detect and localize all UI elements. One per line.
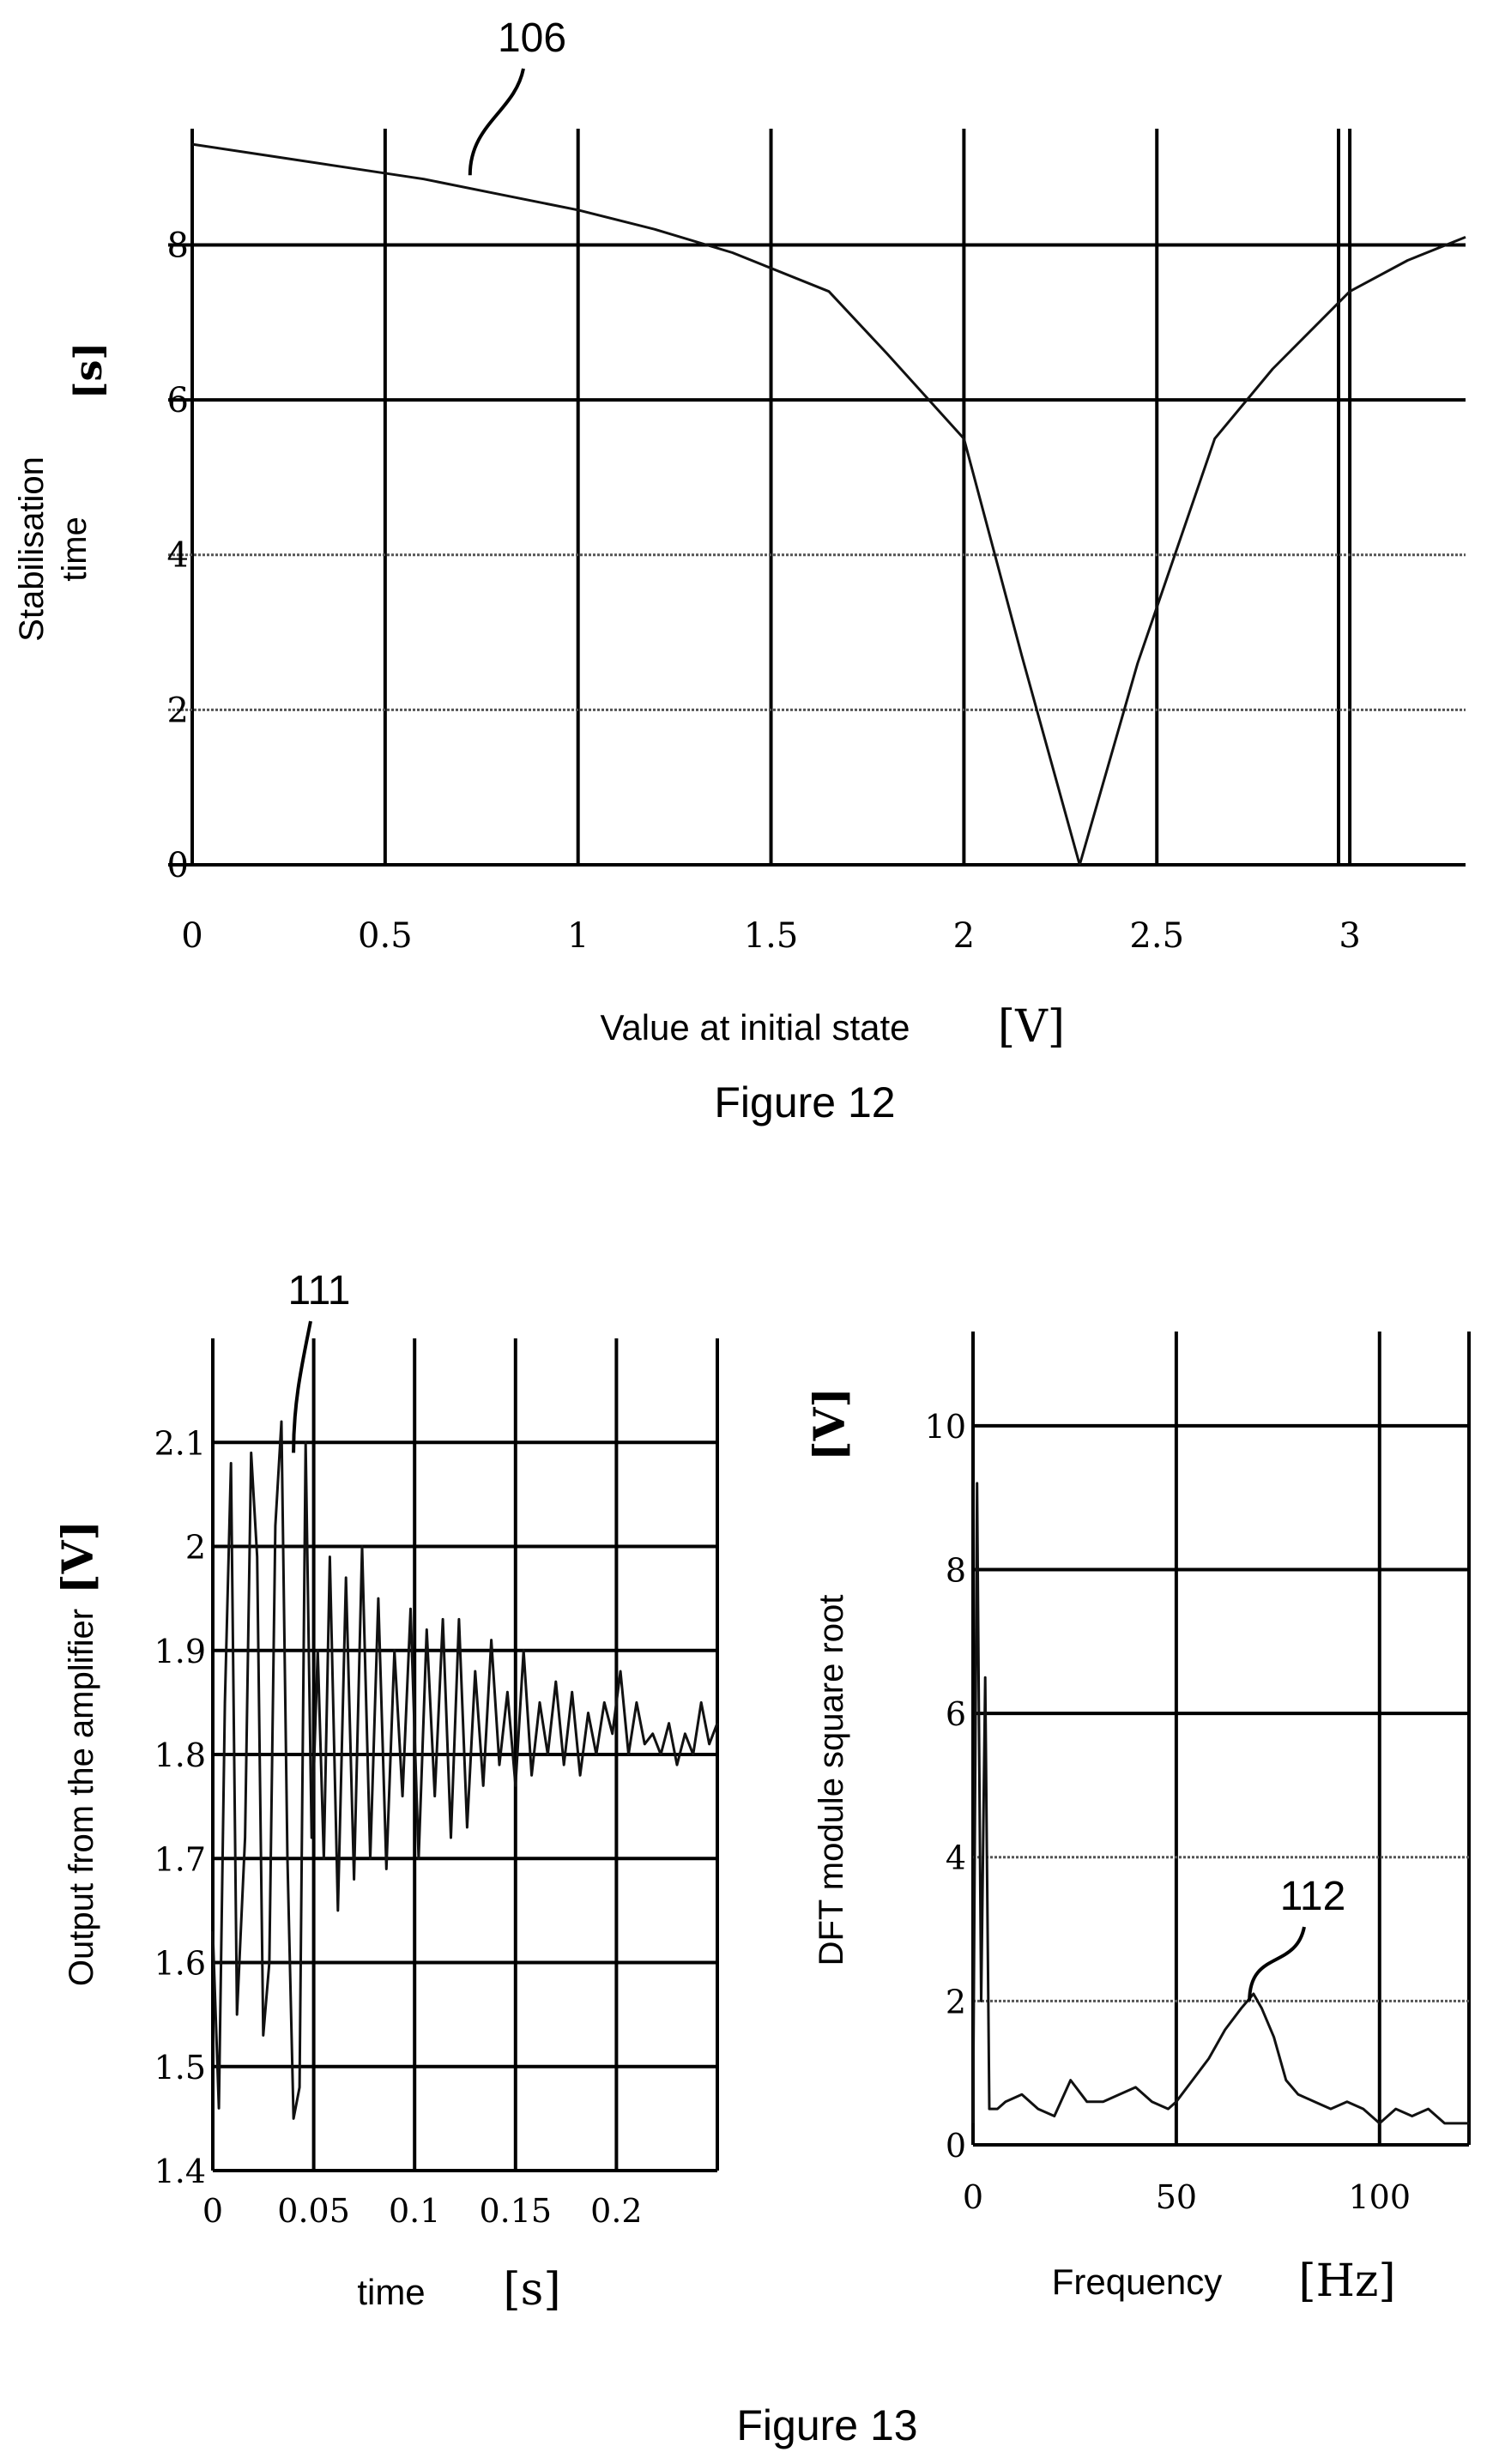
- y-tick-label: 0: [946, 2127, 966, 2165]
- y-axis-unit: [V]: [804, 1387, 855, 1461]
- x-axis-unit: [Hz]: [1298, 2256, 1395, 2307]
- grid: [971, 1332, 1471, 2147]
- x-tick-label: 0.1: [389, 2192, 440, 2230]
- annotation-leader: [292, 1320, 312, 1453]
- x-axis-label: Value at initial state: [600, 1007, 910, 1048]
- y-tick-label: 2.1: [154, 1424, 206, 1462]
- x-axis-unit: [s]: [503, 2264, 560, 2316]
- x-tick-label: 1.5: [744, 916, 799, 956]
- y-tick-label: 1.5: [154, 2049, 206, 2087]
- y-axis-unit: [V]: [52, 1520, 103, 1594]
- x-tick-label: 1: [567, 916, 589, 956]
- y-tick-label: 6: [167, 381, 189, 420]
- tick-labels: 0 50 100 0 2 4 6 8 10: [925, 1408, 1411, 2216]
- y-tick-label: 2: [167, 691, 189, 730]
- y-tick-label: 6: [946, 1695, 966, 1733]
- y-tick-label: 4: [167, 536, 189, 576]
- y-tick-label: 1.4: [154, 2153, 206, 2190]
- series-line: [211, 1420, 719, 2120]
- x-axis-label: Frequency: [1052, 2262, 1222, 2302]
- y-tick-label: 4: [946, 1839, 966, 1877]
- y-tick-label: 2: [185, 1529, 206, 1567]
- annotation-label: 106: [498, 15, 566, 61]
- chart-amplifier-output: 0 0.05 0.1 0.15 0.2 1.4 1.5 1.6 1.7 1.8 1.9 2 2.1 11…: [52, 1268, 719, 2316]
- y-tick-label: 1.7: [154, 1840, 206, 1878]
- annotation-label: 112: [1280, 1874, 1346, 1919]
- x-tick-label: 0.05: [277, 2192, 350, 2230]
- x-tick-label: 0: [181, 916, 202, 956]
- x-tick-label: 50: [1156, 2178, 1197, 2216]
- y-tick-label: 8: [946, 1551, 966, 1589]
- y-axis-label: Output from the amplifier: [63, 1609, 100, 1986]
- y-tick-label: 2: [946, 1983, 966, 2020]
- annotation-leader: [468, 68, 525, 176]
- figure-12-label: Figure 12: [714, 1078, 895, 1126]
- grid: [168, 129, 1466, 867]
- chart-stabilisation-time: 0 0.5 1 1.5 2 2.5 3 0 2 4 6 8 106 Stabilisation tim…: [13, 15, 1466, 1126]
- y-axis-label-line2: time: [56, 516, 94, 582]
- y-axis-label: DFT module square root: [813, 1595, 850, 1966]
- series: 106: [191, 15, 1466, 867]
- annotation-leader: [1248, 1926, 1306, 2002]
- x-tick-label: 3: [1339, 916, 1360, 956]
- x-tick-label: 100: [1349, 2178, 1411, 2216]
- chart-dft-spectrum: 0 50 100 0 2 4 6 8 10 112 DFT module square root…: [804, 1332, 1471, 2307]
- y-axis-unit: [s]: [67, 342, 111, 399]
- x-tick-label: 2.5: [1129, 916, 1184, 956]
- y-tick-label: 8: [167, 226, 189, 265]
- series-line: [191, 142, 1466, 867]
- y-tick-label: 1.8: [154, 1736, 206, 1774]
- tick-labels: 0 0.5 1 1.5 2 2.5 3 0 2 4 6 8: [167, 226, 1361, 956]
- series: 112: [971, 1482, 1469, 2125]
- y-tick-label: 1.9: [154, 1633, 206, 1670]
- y-tick-label: 1.6: [154, 1945, 206, 1983]
- x-tick-label: 0: [202, 2192, 223, 2230]
- figure-13-label: Figure 13: [736, 2401, 917, 2449]
- x-axis-label: time: [357, 2272, 425, 2312]
- x-tick-label: 0.2: [590, 2192, 642, 2230]
- annotation-label: 111: [288, 1268, 351, 1314]
- x-tick-label: 0.5: [358, 916, 413, 956]
- grid: [211, 1338, 719, 2172]
- x-axis-unit: [V]: [998, 1001, 1065, 1053]
- series-line: [971, 1482, 1469, 2125]
- y-tick-label: 10: [925, 1408, 966, 1446]
- y-tick-label: 0: [167, 846, 189, 885]
- series: 111: [211, 1268, 719, 2120]
- x-tick-label: 0: [963, 2178, 983, 2216]
- y-axis-label-line1: Stabilisation: [13, 456, 51, 642]
- x-tick-label: 2: [953, 916, 975, 956]
- x-tick-label: 0.15: [479, 2192, 552, 2230]
- tick-labels: 0 0.05 0.1 0.15 0.2 1.4 1.5 1.6 1.7 1.8 1.9 2 2.1: [154, 1424, 643, 2230]
